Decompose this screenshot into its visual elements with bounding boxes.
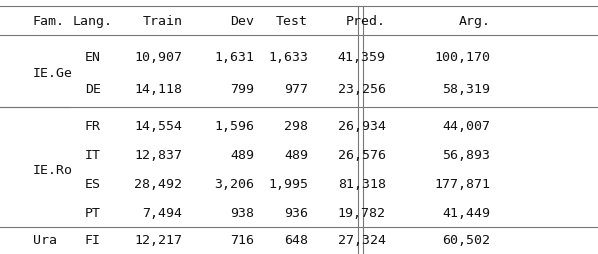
- Text: 7,494: 7,494: [142, 207, 182, 220]
- Text: Train: Train: [142, 15, 182, 28]
- Text: 799: 799: [230, 83, 254, 96]
- Text: Lang.: Lang.: [73, 15, 112, 28]
- Text: Test: Test: [276, 15, 308, 28]
- Text: 26,576: 26,576: [338, 149, 386, 162]
- Text: IT: IT: [85, 149, 100, 162]
- Text: 936: 936: [284, 207, 308, 220]
- Text: Dev: Dev: [230, 15, 254, 28]
- Text: PT: PT: [85, 207, 100, 220]
- Text: FI: FI: [85, 233, 100, 247]
- Text: 648: 648: [284, 233, 308, 247]
- Text: 23,256: 23,256: [338, 83, 386, 96]
- Text: IE.Ro: IE.Ro: [33, 164, 73, 177]
- Text: 1,596: 1,596: [214, 120, 254, 134]
- Text: 3,206: 3,206: [214, 178, 254, 192]
- Text: FR: FR: [85, 120, 100, 134]
- Text: 1,631: 1,631: [214, 51, 254, 64]
- Text: 56,893: 56,893: [443, 149, 490, 162]
- Text: 489: 489: [230, 149, 254, 162]
- Text: 1,995: 1,995: [268, 178, 308, 192]
- Text: 177,871: 177,871: [434, 178, 490, 192]
- Text: 1,633: 1,633: [268, 51, 308, 64]
- Text: 44,007: 44,007: [443, 120, 490, 134]
- Text: 14,118: 14,118: [135, 83, 182, 96]
- Text: 14,554: 14,554: [135, 120, 182, 134]
- Text: 28,492: 28,492: [135, 178, 182, 192]
- Text: 10,907: 10,907: [135, 51, 182, 64]
- Text: EN: EN: [85, 51, 100, 64]
- Text: 60,502: 60,502: [443, 233, 490, 247]
- Text: 100,170: 100,170: [434, 51, 490, 64]
- Text: 12,837: 12,837: [135, 149, 182, 162]
- Text: 41,449: 41,449: [443, 207, 490, 220]
- Text: IE.Ge: IE.Ge: [33, 67, 73, 80]
- Text: 489: 489: [284, 149, 308, 162]
- Text: Fam.: Fam.: [33, 15, 65, 28]
- Text: 41,359: 41,359: [338, 51, 386, 64]
- Text: 26,934: 26,934: [338, 120, 386, 134]
- Text: 58,319: 58,319: [443, 83, 490, 96]
- Text: ES: ES: [85, 178, 100, 192]
- Text: 298: 298: [284, 120, 308, 134]
- Text: 12,217: 12,217: [135, 233, 182, 247]
- Text: 938: 938: [230, 207, 254, 220]
- Text: Pred.: Pred.: [346, 15, 386, 28]
- Text: Ura: Ura: [33, 233, 57, 247]
- Text: DE: DE: [85, 83, 100, 96]
- Text: Arg.: Arg.: [458, 15, 490, 28]
- Text: 19,782: 19,782: [338, 207, 386, 220]
- Text: 27,324: 27,324: [338, 233, 386, 247]
- Text: 81,318: 81,318: [338, 178, 386, 192]
- Text: 716: 716: [230, 233, 254, 247]
- Text: 977: 977: [284, 83, 308, 96]
